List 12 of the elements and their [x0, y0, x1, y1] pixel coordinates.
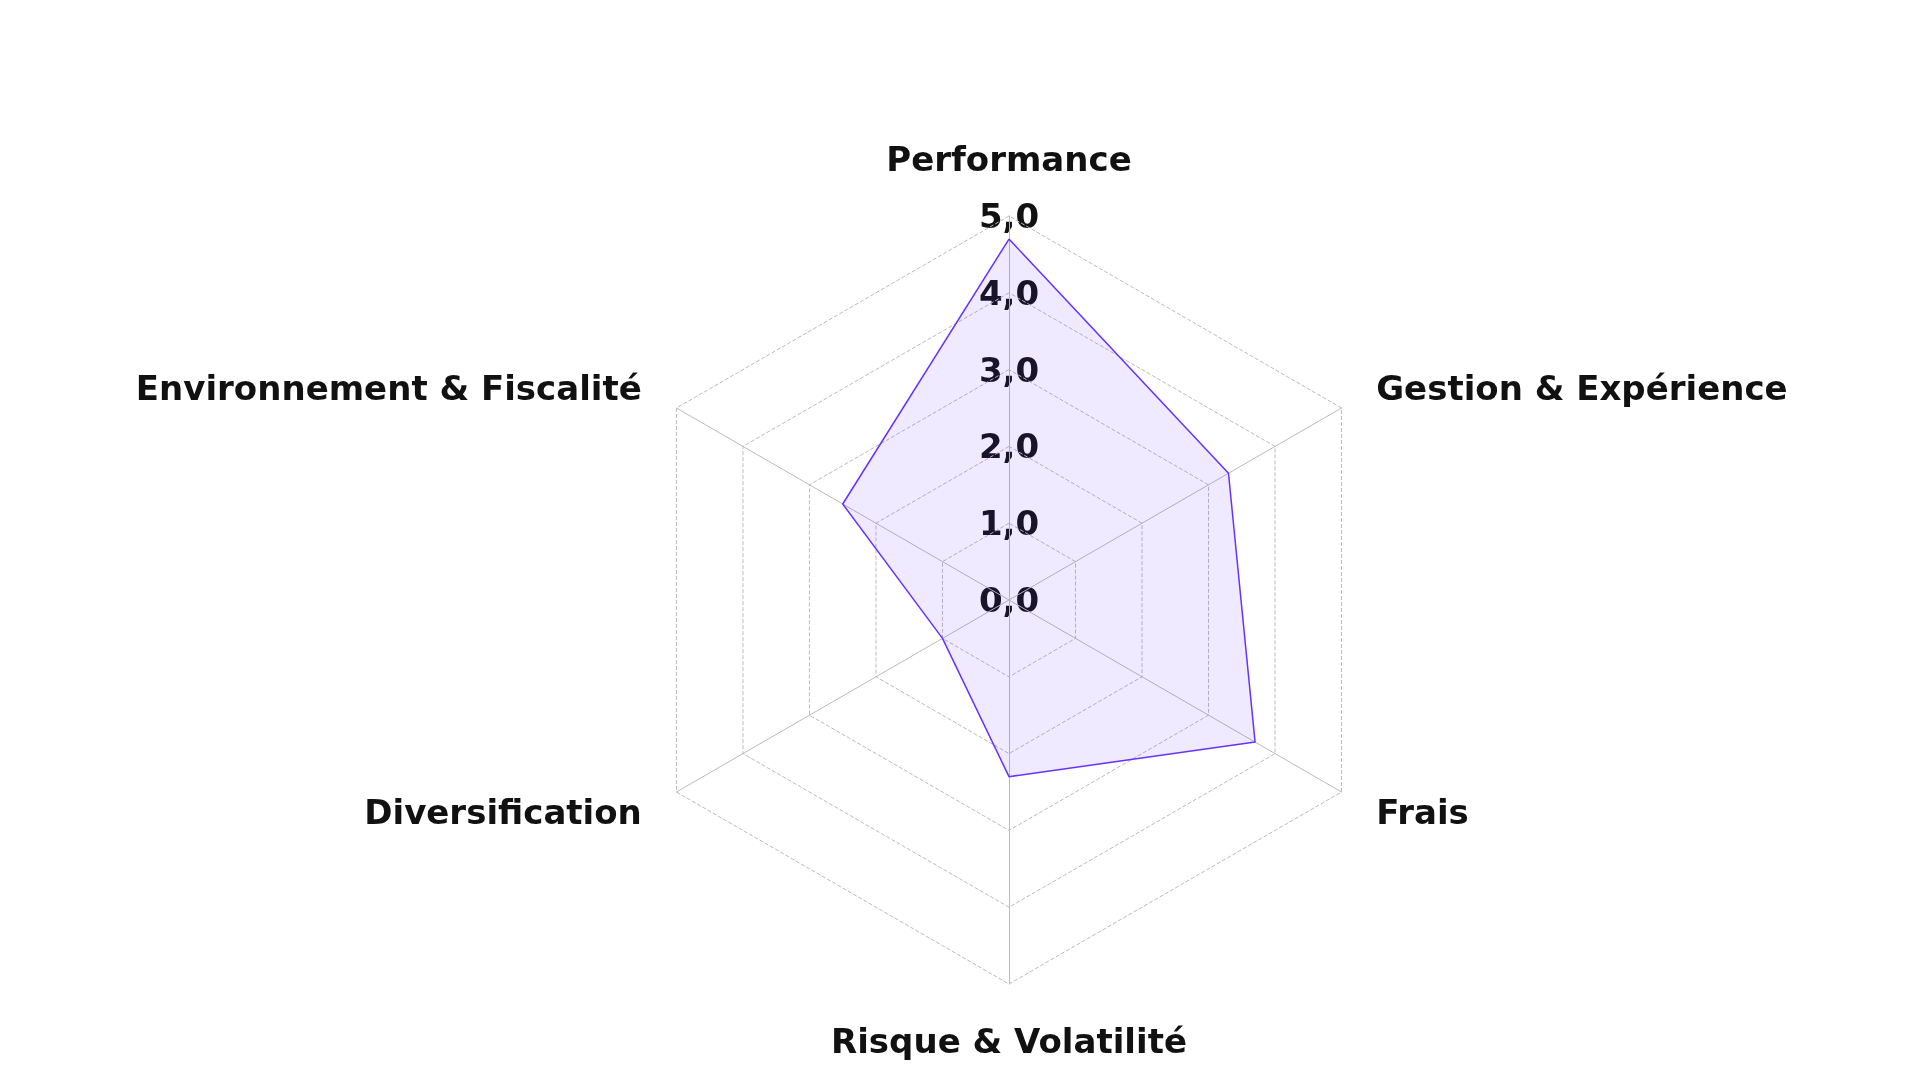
y-tick-label: 4,0: [978, 272, 1040, 313]
y-tick-label: 0,0: [978, 580, 1040, 620]
spoke-label: Risque & Volatilité: [831, 1021, 1187, 1061]
spoke-label: Diversification: [364, 792, 642, 832]
spoke-label: Gestion & Expérience: [1376, 368, 1788, 408]
y-tick-label: 1,0: [978, 503, 1040, 544]
spoke-label: Environnement & Fiscalité: [135, 368, 642, 408]
y-tick-label: 2,0: [978, 426, 1040, 467]
y-tick-label: 3,0: [978, 349, 1040, 390]
spoke-label: Frais: [1376, 792, 1469, 832]
y-tick-label: 5,0: [978, 196, 1040, 236]
spoke-label: Performance: [886, 139, 1132, 179]
